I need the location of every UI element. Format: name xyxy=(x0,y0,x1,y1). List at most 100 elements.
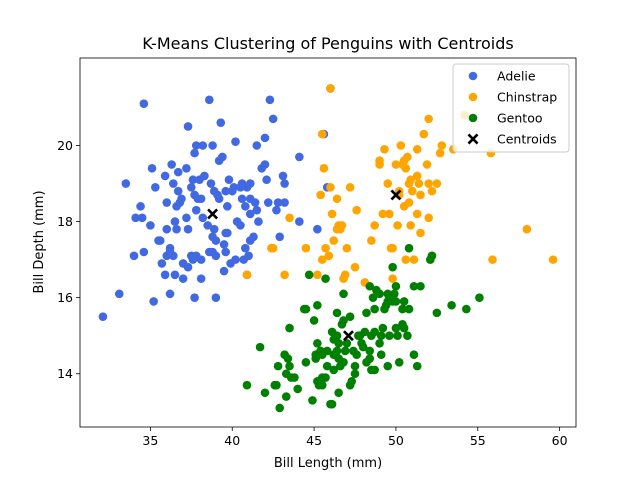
gentoo-point xyxy=(332,331,342,341)
gentoo-point xyxy=(427,251,437,261)
gentoo-point xyxy=(347,377,357,386)
gentoo-point xyxy=(285,361,294,371)
adelie-point xyxy=(162,224,172,234)
adelie-point xyxy=(280,198,289,207)
gentoo-point xyxy=(342,339,352,348)
gentoo-point xyxy=(447,300,456,310)
gentoo-point xyxy=(308,396,317,405)
legend-marker-centroids xyxy=(467,133,479,145)
gentoo-point xyxy=(255,342,265,352)
gentoo-point xyxy=(309,316,319,325)
gentoo-point xyxy=(329,365,339,375)
chinstrap-point xyxy=(401,164,411,173)
gentoo-point xyxy=(350,369,360,379)
legend-marker-gentoo xyxy=(468,113,478,123)
chinstrap-point xyxy=(414,179,424,188)
chinstrap-point xyxy=(409,255,419,264)
adelie-point xyxy=(214,194,224,204)
adelie-point xyxy=(190,148,199,158)
gentoo-point xyxy=(242,380,252,390)
chinstrap-point xyxy=(383,179,393,188)
gentoo-point xyxy=(399,323,409,333)
gentoo-point xyxy=(404,304,414,314)
adelie-point xyxy=(205,95,214,105)
adelie-point xyxy=(98,312,108,321)
adelie-point xyxy=(187,251,196,261)
adelie-point xyxy=(165,289,175,299)
chinstrap-point xyxy=(424,114,433,124)
gentoo-point xyxy=(290,373,299,382)
adelie-point xyxy=(280,179,289,188)
x-tick-label: 60 xyxy=(552,433,568,448)
gentoo-point xyxy=(304,270,314,280)
chinstrap-point xyxy=(317,255,327,264)
adelie-point xyxy=(177,194,186,204)
adelie-point xyxy=(173,186,183,196)
adelie-point xyxy=(250,198,260,207)
adelie-point xyxy=(231,137,240,146)
adelie-point xyxy=(196,194,206,204)
adelie-point xyxy=(227,186,237,196)
adelie-point xyxy=(262,175,271,185)
gentoo-point xyxy=(409,281,419,291)
chinstrap-point xyxy=(352,205,361,215)
adelie-point xyxy=(231,255,240,264)
adelie-point xyxy=(241,202,250,211)
adelie-point xyxy=(173,167,183,177)
adelie-point xyxy=(313,224,322,234)
chinstrap-point xyxy=(350,262,360,272)
chinstrap-point xyxy=(412,171,422,181)
chinstrap-point xyxy=(285,213,294,223)
adelie-point xyxy=(208,141,217,150)
y-tick-label: 20 xyxy=(57,138,73,153)
chinstrap-point xyxy=(437,141,447,150)
adelie-point xyxy=(121,179,131,188)
chinstrap-point xyxy=(385,209,394,219)
adelie-point xyxy=(183,122,193,131)
adelie-point xyxy=(223,228,232,238)
adelie-point xyxy=(139,99,149,108)
adelie-point xyxy=(273,198,283,207)
chinstrap-point xyxy=(412,144,422,154)
chinstrap-point xyxy=(367,236,376,245)
adelie-point xyxy=(167,160,176,169)
adelie-point xyxy=(157,259,167,268)
centroid-point xyxy=(207,208,219,220)
gentoo-point xyxy=(260,388,270,398)
adelie-point xyxy=(198,141,208,150)
chinstrap-point xyxy=(416,190,425,200)
chinstrap-point xyxy=(391,160,401,169)
adelie-point xyxy=(237,194,247,204)
chinstrap-point xyxy=(326,84,335,93)
chinstrap-point xyxy=(403,152,412,162)
gentoo-point xyxy=(339,316,348,325)
chinstrap-point xyxy=(378,209,388,219)
adelie-point xyxy=(245,179,255,188)
gentoo-point xyxy=(393,331,402,341)
adelie-point xyxy=(265,95,275,105)
chinstrap-point xyxy=(406,175,415,185)
chinstrap-point xyxy=(242,270,252,280)
adelie-point xyxy=(139,247,149,257)
gentoo-point xyxy=(283,354,293,363)
adelie-point xyxy=(162,198,172,207)
chinstrap-point xyxy=(488,255,497,264)
adelie-point xyxy=(209,224,219,234)
gentoo-point xyxy=(378,323,388,333)
chinstrap-point xyxy=(404,198,414,207)
adelie-point xyxy=(211,251,221,261)
adelie-point xyxy=(211,293,221,302)
gentoo-point xyxy=(383,361,393,371)
x-tick-label: 55 xyxy=(470,433,486,448)
legend-marker-adelie xyxy=(468,71,478,81)
adelie-point xyxy=(190,293,199,302)
gentoo-point xyxy=(285,323,294,333)
chinstrap-point xyxy=(375,156,384,166)
chinstrap-point xyxy=(280,270,289,280)
y-axis-label: Bill Depth (mm) xyxy=(32,190,47,293)
gentoo-point xyxy=(375,339,384,348)
adelie-point xyxy=(114,289,124,299)
adelie-point xyxy=(146,221,155,230)
adelie-point xyxy=(136,202,145,211)
chinstrap-point xyxy=(522,224,532,234)
